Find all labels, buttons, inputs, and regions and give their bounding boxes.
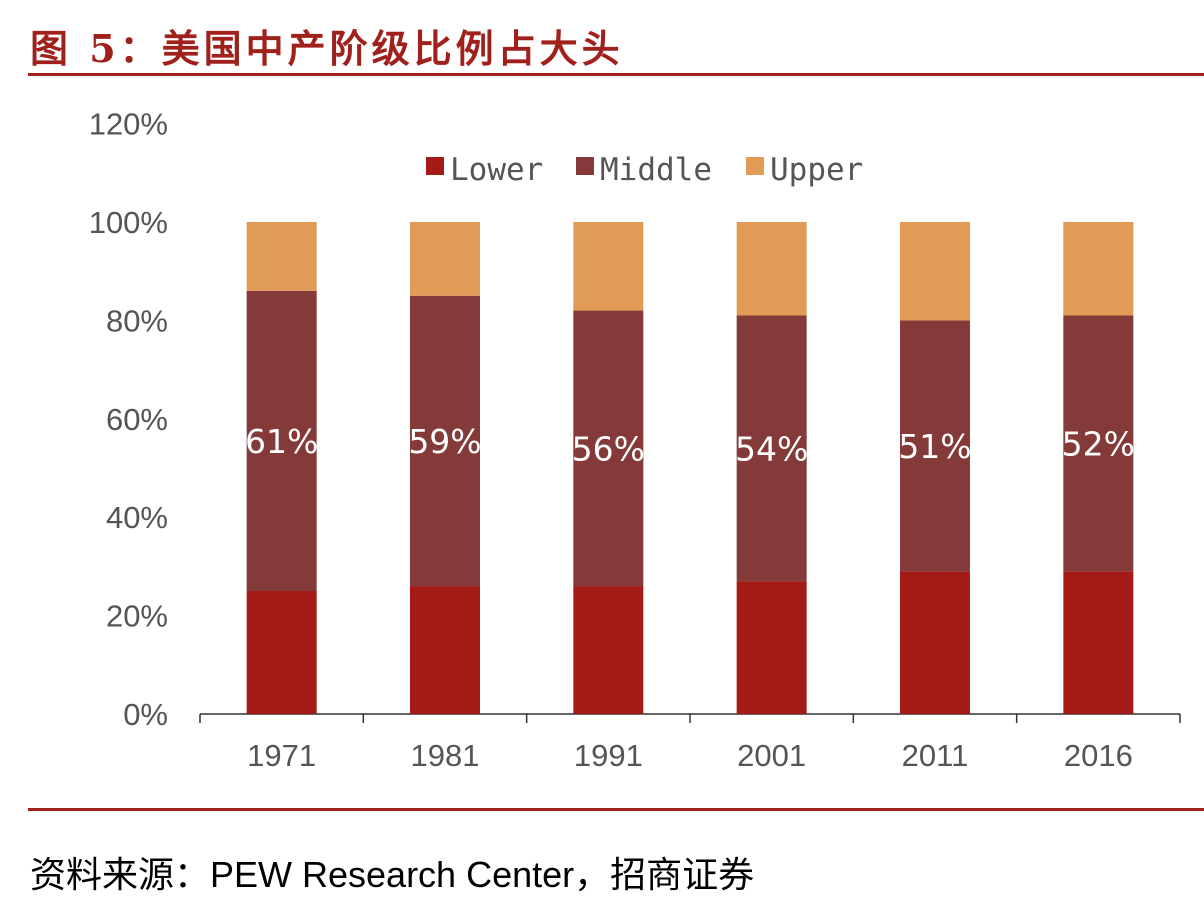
legend-swatch-middle	[576, 157, 594, 175]
y-tick-label: 40%	[106, 500, 168, 535]
bar-lower-1981	[410, 586, 480, 714]
bar-lower-2011	[900, 571, 970, 714]
bar-lower-2001	[736, 581, 807, 714]
chart-title: 图 5：美国中产阶级比例占大头	[30, 26, 624, 71]
legend-label: Lower	[450, 152, 543, 188]
x-tick-label: 1981	[411, 738, 480, 773]
data-label: 52%	[1062, 424, 1135, 463]
bar-middle-2011	[900, 320, 970, 572]
y-tick-label: 0%	[123, 697, 168, 732]
title-rule	[28, 73, 1204, 76]
x-tick-label: 1991	[574, 738, 643, 773]
bar-upper-1991	[573, 222, 644, 311]
bar-lower-1971	[246, 591, 317, 714]
y-tick-label: 100%	[89, 205, 168, 240]
footer-rule	[28, 808, 1204, 811]
bar-upper-2001	[736, 222, 807, 316]
bar-lower-1991	[573, 586, 644, 714]
y-tick-label: 120%	[89, 107, 168, 142]
x-tick-label: 2001	[737, 738, 806, 773]
y-tick-label: 80%	[106, 303, 168, 338]
y-tick-label: 20%	[106, 599, 168, 634]
bar-upper-2011	[900, 222, 970, 321]
legend-swatch-upper	[746, 157, 764, 175]
legend-swatch-lower	[426, 157, 444, 175]
legend-label: Middle	[600, 152, 712, 188]
bar-middle-2001	[736, 315, 807, 582]
bar-lower-2016	[1063, 571, 1134, 714]
bar-middle-1971	[246, 290, 317, 591]
bar-middle-2016	[1063, 315, 1134, 572]
x-tick-label: 2011	[902, 738, 969, 773]
source-note: 资料来源：PEW Research Center，招商证券	[30, 854, 755, 895]
bar-middle-1991	[573, 310, 644, 587]
x-tick-label: 1971	[247, 738, 316, 773]
data-label: 51%	[898, 427, 971, 466]
data-label: 56%	[572, 429, 645, 468]
bar-upper-1971	[246, 222, 317, 291]
x-tick-label: 2016	[1064, 738, 1133, 773]
bar-upper-1981	[410, 222, 480, 296]
data-label: 59%	[408, 422, 481, 461]
data-label: 54%	[735, 429, 808, 468]
bar-middle-1981	[410, 295, 480, 587]
y-tick-label: 60%	[106, 402, 168, 437]
bar-upper-2016	[1063, 222, 1134, 316]
legend-label: Upper	[770, 152, 863, 188]
data-label: 61%	[245, 422, 318, 461]
